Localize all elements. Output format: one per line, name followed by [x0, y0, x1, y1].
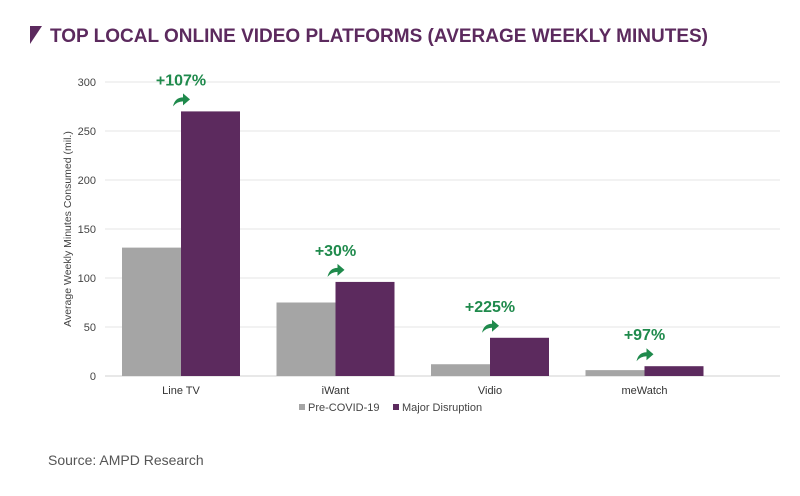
growth-arrow-icon: [327, 263, 345, 277]
bar-pre-covid: [431, 364, 490, 376]
x-tick-label: meWatch: [621, 385, 667, 397]
x-tick-label: Line TV: [162, 385, 200, 397]
legend-label-major: Major Disruption: [402, 402, 482, 414]
x-tick-label: iWant: [322, 385, 350, 397]
y-tick-label: 300: [78, 77, 96, 89]
growth-label: +97%: [624, 327, 665, 344]
y-tick-label: 0: [90, 371, 96, 383]
bar-major-disruption: [181, 111, 240, 377]
growth-label: +30%: [315, 243, 356, 260]
y-tick-label: 50: [84, 322, 96, 334]
growth-arrow-icon: [173, 93, 190, 107]
bar-pre-covid: [122, 247, 181, 376]
title-marker-icon: [30, 26, 42, 44]
bar-major-disruption: [644, 366, 704, 376]
chart-title: TOP LOCAL ONLINE VIDEO PLATFORMS (AVERAG…: [50, 26, 708, 47]
y-tick-label: 150: [78, 224, 96, 236]
y-tick-label: 200: [78, 175, 96, 187]
y-tick-label: 100: [78, 273, 96, 285]
legend-label-pre: Pre-COVID-19: [308, 402, 380, 414]
source-note: Source: AMPD Research: [48, 452, 204, 468]
growth-label: +107%: [156, 72, 206, 89]
growth-arrow-icon: [636, 348, 654, 362]
bar-major-disruption: [490, 337, 549, 376]
bar-pre-covid: [276, 302, 336, 376]
growth-arrow-icon: [482, 319, 499, 333]
x-tick-label: Vidio: [478, 385, 502, 397]
y-tick-label: 250: [78, 126, 96, 138]
bar-pre-covid: [585, 370, 645, 376]
y-axis-label: Average Weekly Minutes Consumed (mil.): [62, 131, 74, 327]
bar-major-disruption: [335, 281, 395, 376]
legend-swatch-major: [393, 404, 399, 410]
legend-swatch-pre: [299, 404, 305, 410]
growth-label: +225%: [465, 299, 515, 316]
